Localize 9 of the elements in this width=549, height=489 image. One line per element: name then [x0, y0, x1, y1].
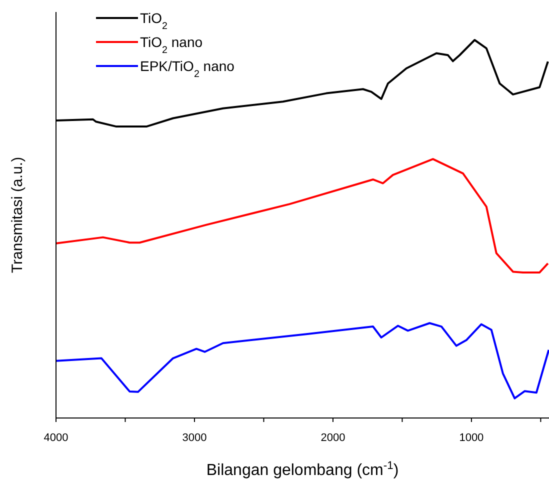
x-tick-label: 1000	[459, 432, 484, 444]
y-axis-title: Transmitasi (a.u.)	[9, 156, 26, 274]
x-tick-label: 4000	[44, 432, 68, 444]
legend-label: TiO$_{2}$	[140, 10, 168, 32]
legend-label: EPK/TiO$_{2}$ nano	[140, 58, 235, 80]
x-tick-label: 2000	[320, 432, 346, 444]
x-axis-title: Bilangan gelombang (cm$^{-1}$)	[206, 460, 399, 479]
legend-label: TiO$_{2}$ nano	[140, 34, 203, 56]
x-tick-label: 3000	[182, 432, 207, 444]
